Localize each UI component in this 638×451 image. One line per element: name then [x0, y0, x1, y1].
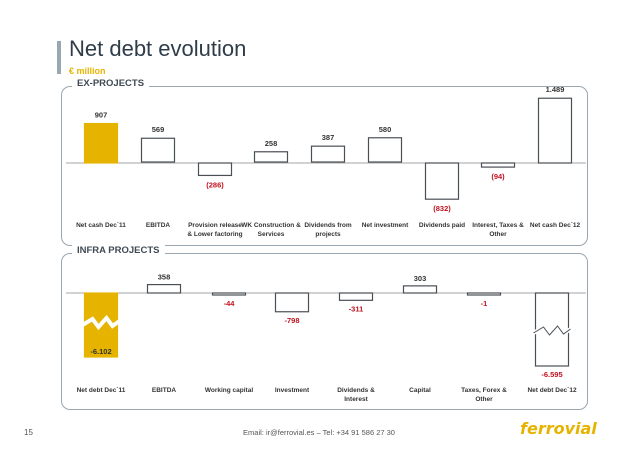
title-accent-bar: [57, 41, 61, 74]
ex-projects-category-label: Net investment: [362, 222, 409, 229]
ex-projects-value-label: 387: [322, 133, 335, 142]
infra-bar: [211, 292, 247, 296]
ex-projects-value-label: 907: [95, 111, 108, 120]
ex-projects-label: EX-PROJECTS: [72, 78, 150, 89]
infra-bar: [146, 283, 182, 294]
ex-projects-bar: [424, 162, 460, 200]
ferrovial-logo: ferrovial: [520, 419, 597, 438]
infra-projects-label: INFRA PROJECTS: [72, 245, 165, 256]
infra-value-label: -44: [224, 299, 236, 308]
ex-projects-bar: [197, 162, 233, 177]
infra-category-label: Net debt Dec`11: [77, 387, 126, 394]
infra-category-label: EBITDA: [152, 387, 177, 394]
footer-contact: Email: ir@ferrovial.es – Tel: +34 91 586…: [243, 428, 395, 437]
ex-projects-category-label: Provision release & Lower factoring: [187, 222, 242, 238]
axis-break-icon: [533, 325, 571, 336]
infra-bar: [274, 292, 310, 313]
ex-projects-category-label: Dividends from projects: [304, 222, 352, 238]
infra-value-label: 358: [158, 273, 171, 282]
ex-projects-value-label: 580: [379, 125, 392, 134]
infra-category-label: Taxes, Forex & Other: [461, 387, 507, 403]
ex-projects-value-label: (94): [491, 172, 505, 181]
ex-projects-panel: EX-PROJECTS: [61, 78, 588, 246]
ex-projects-value-label: 569: [152, 125, 165, 134]
infra-value-label: -6.595: [541, 370, 562, 379]
ex-projects-value-label: 1.489: [546, 85, 565, 94]
page-title: Net debt evolution: [69, 36, 247, 61]
ex-projects-category-label: Dividends paid: [419, 222, 465, 229]
page-subtitle: € million: [69, 66, 106, 76]
infra-value-label: -798: [284, 316, 299, 325]
ex-projects-bar: [310, 145, 346, 163]
infra-value-label: -311: [349, 304, 364, 313]
ex-projects-value-label: 258: [265, 139, 278, 148]
ex-projects-bar: [253, 151, 289, 163]
ex-projects-value-label: (832): [433, 204, 451, 213]
infra-value-label: -6.102: [90, 347, 111, 356]
page-number: 15: [24, 428, 33, 437]
ex-projects-bar: [537, 97, 573, 164]
ex-projects-bar: [83, 122, 119, 164]
ex-projects-category-label: WK Construction & Services: [241, 222, 301, 238]
infra-projects-panel: INFRA PROJECTS: [61, 245, 588, 410]
infra-value-label: 303: [414, 274, 427, 283]
infra-bar: [338, 292, 374, 301]
ex-projects-bar: [367, 137, 403, 163]
ex-projects-category-label: Interest, Taxes & Other: [472, 222, 524, 238]
infra-value-label: -1: [481, 299, 488, 308]
infra-category-label: Working capital: [205, 387, 253, 394]
infra-category-label: Capital: [409, 387, 431, 394]
ex-projects-category-label: EBITDA: [146, 222, 171, 229]
ex-projects-bar: [140, 137, 176, 163]
infra-category-label: Dividends & Interest: [337, 387, 375, 403]
ex-projects-category-label: Net cash Dec`11: [76, 222, 126, 229]
infra-category-label: Net debt Dec`12: [527, 387, 577, 394]
axis-break-icon: [82, 317, 120, 328]
ex-projects-bar: [480, 162, 516, 168]
ex-projects-category-label: Net cash Dec`12: [530, 222, 581, 229]
infra-bar: [402, 285, 438, 294]
infra-category-label: Investment: [275, 387, 310, 394]
ex-projects-value-label: (286): [206, 180, 224, 189]
infra-bar: [466, 292, 502, 296]
